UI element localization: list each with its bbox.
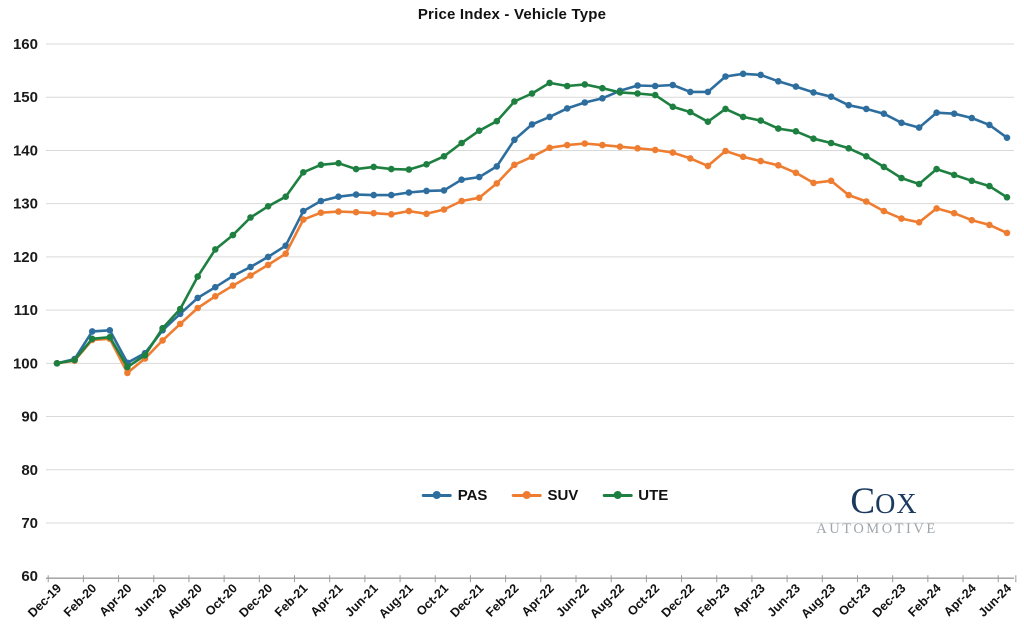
y-axis-labels: 60 70 80 90 100 110 120 130 140 150 160	[13, 36, 38, 585]
chart-legend: PAS SUV UTE	[421, 487, 668, 504]
svg-text:Jun-22: Jun-22	[554, 581, 592, 619]
legend-item-ute: UTE	[602, 487, 668, 504]
svg-text:140: 140	[13, 142, 38, 159]
svg-text:Apr-24: Apr-24	[941, 581, 979, 619]
svg-text:Dec-19: Dec-19	[25, 581, 64, 620]
svg-text:Oct-23: Oct-23	[836, 581, 873, 618]
svg-text:Oct-20: Oct-20	[203, 581, 240, 618]
svg-text:100: 100	[13, 355, 38, 372]
svg-text:Aug-22: Aug-22	[587, 581, 627, 621]
svg-text:Dec-22: Dec-22	[659, 581, 698, 620]
svg-text:150: 150	[13, 89, 38, 106]
legend-label-suv: SUV	[547, 487, 579, 504]
cox-logo-wordmark: COX	[850, 481, 918, 522]
svg-text:Dec-23: Dec-23	[870, 581, 909, 620]
svg-text:Feb-23: Feb-23	[694, 581, 732, 619]
svg-text:Feb-21: Feb-21	[272, 581, 310, 619]
svg-text:160: 160	[13, 36, 38, 53]
ute-line-marker-icon	[602, 491, 633, 500]
suv-line-marker-icon	[511, 491, 542, 500]
svg-text:70: 70	[21, 515, 38, 532]
gridlines	[46, 43, 1014, 524]
svg-text:Apr-20: Apr-20	[97, 581, 135, 619]
svg-text:Jun-23: Jun-23	[765, 581, 803, 619]
svg-text:60: 60	[21, 568, 38, 585]
series-pas	[53, 70, 1011, 367]
svg-text:Feb-22: Feb-22	[483, 581, 521, 619]
cox-automotive-logo: COX AUTOMOTIVE	[812, 483, 942, 537]
svg-text:120: 120	[13, 249, 38, 266]
svg-text:Aug-20: Aug-20	[165, 581, 205, 621]
cox-logo-subtitle: AUTOMOTIVE	[816, 521, 938, 537]
x-axis-labels: Dec-19Feb-20Apr-20Jun-20Aug-20Oct-20Dec-…	[25, 581, 1014, 621]
x-axis-ticks	[47, 575, 1017, 583]
legend-item-pas: PAS	[421, 487, 488, 504]
legend-item-suv: SUV	[511, 487, 578, 504]
svg-text:Dec-21: Dec-21	[447, 581, 486, 620]
svg-text:Feb-24: Feb-24	[905, 581, 943, 619]
legend-label-pas: PAS	[457, 487, 488, 504]
svg-text:Feb-20: Feb-20	[61, 581, 99, 619]
svg-text:Apr-23: Apr-23	[730, 581, 768, 619]
svg-text:Aug-23: Aug-23	[798, 581, 838, 621]
svg-text:Jun-24: Jun-24	[976, 581, 1014, 619]
svg-text:Dec-20: Dec-20	[236, 581, 275, 620]
pas-line-marker-icon	[421, 491, 452, 500]
svg-text:80: 80	[21, 462, 38, 479]
svg-text:Jun-21: Jun-21	[342, 581, 380, 619]
chart-title: Price Index - Vehicle Type	[417, 6, 607, 23]
svg-text:130: 130	[13, 196, 38, 213]
svg-text:110: 110	[14, 302, 38, 319]
series-suv	[53, 140, 1011, 377]
svg-text:Aug-21: Aug-21	[376, 581, 416, 621]
legend-label-ute: UTE	[638, 487, 669, 504]
svg-text:Oct-22: Oct-22	[625, 581, 662, 618]
svg-text:Oct-21: Oct-21	[414, 581, 451, 618]
svg-text:Apr-21: Apr-21	[308, 581, 346, 619]
svg-text:Jun-20: Jun-20	[131, 581, 169, 619]
svg-text:Apr-22: Apr-22	[519, 581, 557, 619]
series-ute	[53, 79, 1011, 371]
svg-text:90: 90	[21, 409, 38, 426]
